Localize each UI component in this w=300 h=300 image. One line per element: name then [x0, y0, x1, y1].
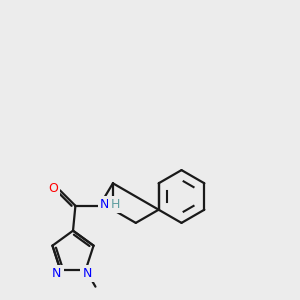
Text: N: N [100, 198, 110, 211]
Text: N: N [82, 267, 92, 280]
Text: H: H [110, 198, 120, 211]
Text: N: N [52, 267, 62, 280]
Text: O: O [48, 182, 58, 195]
Text: N: N [100, 198, 110, 211]
Text: H: H [110, 198, 120, 211]
Text: N: N [82, 267, 92, 280]
Text: N: N [52, 267, 62, 280]
Text: O: O [48, 182, 58, 195]
